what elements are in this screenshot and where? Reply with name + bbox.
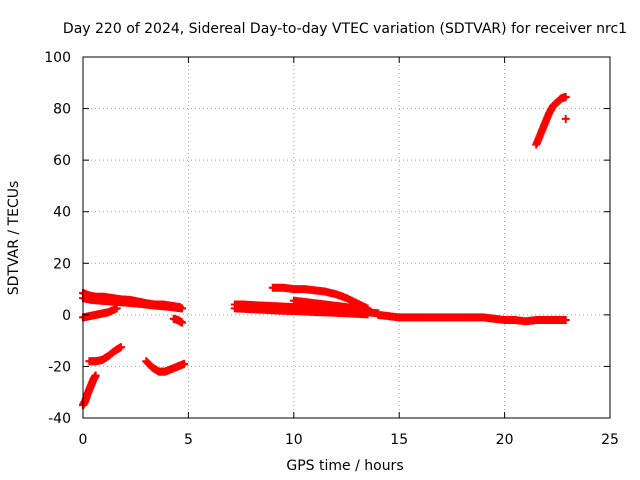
series-mid-arc bbox=[268, 283, 372, 313]
x-tick-label: 5 bbox=[184, 432, 193, 448]
y-tick-label: -40 bbox=[48, 411, 71, 427]
y-tick-label: 60 bbox=[53, 153, 71, 169]
data-point bbox=[561, 92, 570, 101]
data-point bbox=[561, 316, 570, 325]
series-late-rise bbox=[532, 92, 570, 149]
y-tick-label: 20 bbox=[53, 256, 71, 272]
data-points bbox=[79, 92, 570, 410]
y-tick-label: 0 bbox=[62, 308, 71, 324]
series-late-point bbox=[561, 114, 570, 123]
x-tick-label: 15 bbox=[390, 432, 408, 448]
y-tick-labels: -40 -20 0 20 40 60 80 100 bbox=[44, 50, 71, 427]
tick-marks bbox=[82, 56, 611, 419]
data-point bbox=[116, 343, 125, 352]
data-point bbox=[180, 359, 189, 368]
y-tick-label: 40 bbox=[53, 205, 71, 221]
chart-title: Day 220 of 2024, Sidereal Day-to-day VTE… bbox=[63, 21, 627, 37]
series-neg-start bbox=[79, 371, 100, 410]
series-upper-early-b bbox=[79, 294, 187, 313]
y-axis-title: SDTVAR / TECUs bbox=[6, 181, 22, 296]
data-point bbox=[91, 371, 100, 380]
y-tick-label: 80 bbox=[53, 102, 71, 118]
x-tick-label: 0 bbox=[79, 432, 88, 448]
grid-lines bbox=[83, 57, 610, 418]
x-axis-title: GPS time / hours bbox=[286, 458, 403, 474]
series-low-early bbox=[79, 304, 121, 322]
plot-frame bbox=[82, 56, 611, 419]
series-late-band bbox=[374, 310, 570, 326]
x-tick-label: 20 bbox=[496, 432, 514, 448]
data-point bbox=[561, 114, 570, 123]
y-tick-label: -20 bbox=[48, 359, 71, 375]
series-neg-early bbox=[85, 343, 125, 366]
data-point bbox=[178, 304, 187, 313]
y-tick-label: 100 bbox=[44, 50, 71, 66]
series-dip-point bbox=[169, 314, 187, 327]
series-mid-bump bbox=[289, 296, 362, 313]
data-point bbox=[363, 310, 372, 319]
data-point bbox=[112, 304, 121, 313]
x-tick-label: 25 bbox=[601, 432, 619, 448]
x-tick-label: 10 bbox=[285, 432, 303, 448]
series-neg-mid bbox=[142, 357, 189, 376]
data-point bbox=[353, 304, 362, 313]
series-mid-band-b bbox=[230, 304, 372, 319]
data-point bbox=[178, 318, 187, 327]
x-tick-labels: 0 5 10 15 20 25 bbox=[79, 432, 619, 448]
